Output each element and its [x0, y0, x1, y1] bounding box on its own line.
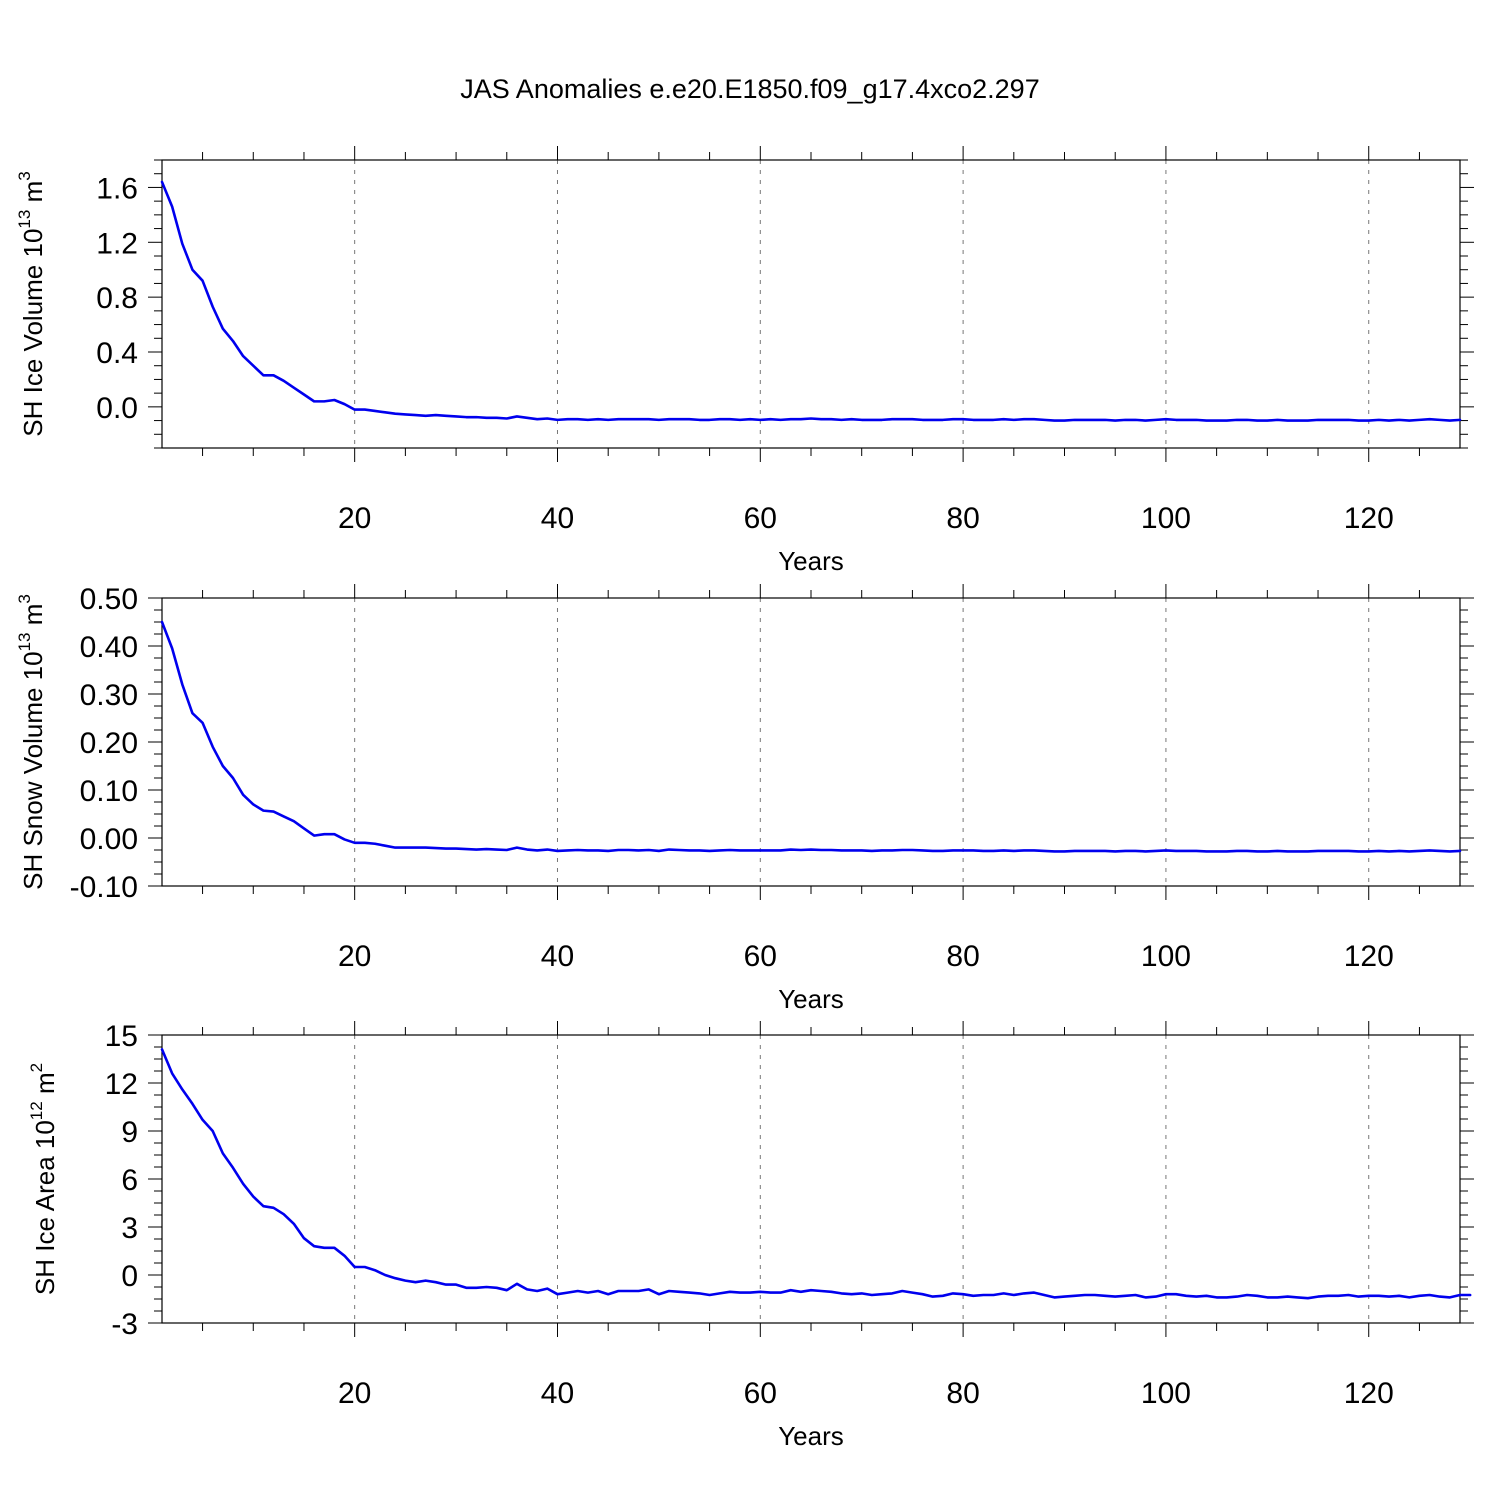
panel-ice-area: 20 40 60 80 100 120 -3 0 3 6 9 12 15 Years SH Ice Area… — [27, 1020, 1474, 1451]
x-tick-label: 40 — [541, 940, 574, 973]
y-axis-label-superscript: 12 — [27, 1101, 46, 1120]
y-tick-label: 15 — [105, 1020, 138, 1053]
x-tick-label: 60 — [744, 502, 777, 535]
y-tick-label: 0.50 — [80, 583, 138, 616]
y-axis-label-text: m — [18, 604, 48, 633]
x-tick-label: 120 — [1344, 502, 1394, 535]
y-axis-label: SH Ice Volume 1013 m3 — [15, 171, 48, 436]
x-tick-label: 120 — [1344, 1377, 1394, 1410]
x-tick-label: 20 — [338, 502, 371, 535]
y-axis-label-superscript: 13 — [15, 632, 34, 651]
y-tick-label: 0.30 — [80, 679, 138, 712]
x-axis-label: Years — [778, 546, 844, 576]
y-tick-label: 0 — [121, 1260, 138, 1293]
y-tick-label: 0.00 — [80, 823, 138, 856]
y-tick-label: 12 — [105, 1068, 138, 1101]
y-tick-label: 0.20 — [80, 727, 138, 760]
x-tick-label: 80 — [946, 502, 979, 535]
y-tick-label: 1.6 — [96, 172, 138, 205]
y-axis-label-superscript: 3 — [15, 171, 34, 180]
y-tick-label: 9 — [121, 1116, 138, 1149]
x-tick-label: 80 — [946, 940, 979, 973]
y-tick-label: 0.0 — [96, 392, 138, 425]
x-tick-label: 100 — [1141, 940, 1191, 973]
y-axis-label-superscript: 2 — [27, 1063, 46, 1072]
x-tick-label: 120 — [1344, 940, 1394, 973]
y-tick-label: 6 — [121, 1164, 138, 1197]
y-axis-label-text: m — [18, 181, 48, 210]
y-axis-label-text: SH Ice Volume 10 — [18, 229, 48, 437]
x-axis-label: Years — [778, 1421, 844, 1451]
y-tick-label: 3 — [121, 1212, 138, 1245]
svg-text:SH Ice Area 1012 m2: SH Ice Area 1012 m2 — [27, 1063, 60, 1295]
figure-title: JAS Anomalies e.e20.E1850.f09_g17.4xco2.… — [460, 74, 1039, 104]
y-axis-label: SH Snow Volume 1013 m3 — [15, 594, 48, 890]
x-tick-label: 60 — [744, 1377, 777, 1410]
plot-frame — [161, 159, 1461, 449]
y-axis-label: SH Ice Area 1012 m2 — [27, 1063, 60, 1295]
y-tick-label: 0.10 — [80, 775, 138, 808]
svg-text:SH Ice Volume 1013 m3: SH Ice Volume 1013 m3 — [15, 171, 48, 436]
panel-ice-volume: 20 40 60 80 100 120 0.0 0.4 0.8 1.2 1.6 Years SH Ice… — [15, 146, 1474, 576]
y-axis-label-clip: SH Snow Volume 1013 m3 — [15, 594, 48, 890]
y-tick-label: -3 — [111, 1308, 138, 1341]
y-axis-label-text: m — [30, 1072, 60, 1101]
x-tick-label: 100 — [1141, 502, 1191, 535]
y-axis-label-text: SH Snow Volume 10 — [18, 651, 48, 889]
y-tick-label: 1.2 — [96, 227, 138, 260]
x-tick-label: 40 — [541, 1377, 574, 1410]
y-tick-label: 0.8 — [96, 282, 138, 315]
series-line — [160, 180, 1462, 422]
panel-snow-volume: 20 40 60 80 100 120 -0.10 0.00 0.10 0.20 0.30 0.40 0… — [15, 583, 1474, 1014]
plot-frame — [161, 1034, 1461, 1324]
series-line — [160, 1048, 1472, 1300]
y-tick-label: -0.10 — [70, 871, 138, 904]
svg-text:SH Snow Volume 1013 m3: SH Snow Volume 1013 m3 — [15, 594, 48, 890]
x-tick-label: 20 — [338, 940, 371, 973]
y-axis-label-text: SH Ice Area 10 — [30, 1120, 60, 1295]
y-tick-label: 0.4 — [96, 337, 138, 370]
x-tick-label: 80 — [946, 1377, 979, 1410]
series-line — [160, 620, 1462, 853]
x-tick-label: 40 — [541, 502, 574, 535]
x-tick-label: 60 — [744, 940, 777, 973]
y-axis-label-superscript: 13 — [15, 210, 34, 229]
y-tick-label: 0.40 — [80, 631, 138, 664]
y-axis-label-superscript: 3 — [15, 594, 34, 603]
x-tick-label: 100 — [1141, 1377, 1191, 1410]
x-tick-label: 20 — [338, 1377, 371, 1410]
x-axis-label: Years — [778, 984, 844, 1014]
